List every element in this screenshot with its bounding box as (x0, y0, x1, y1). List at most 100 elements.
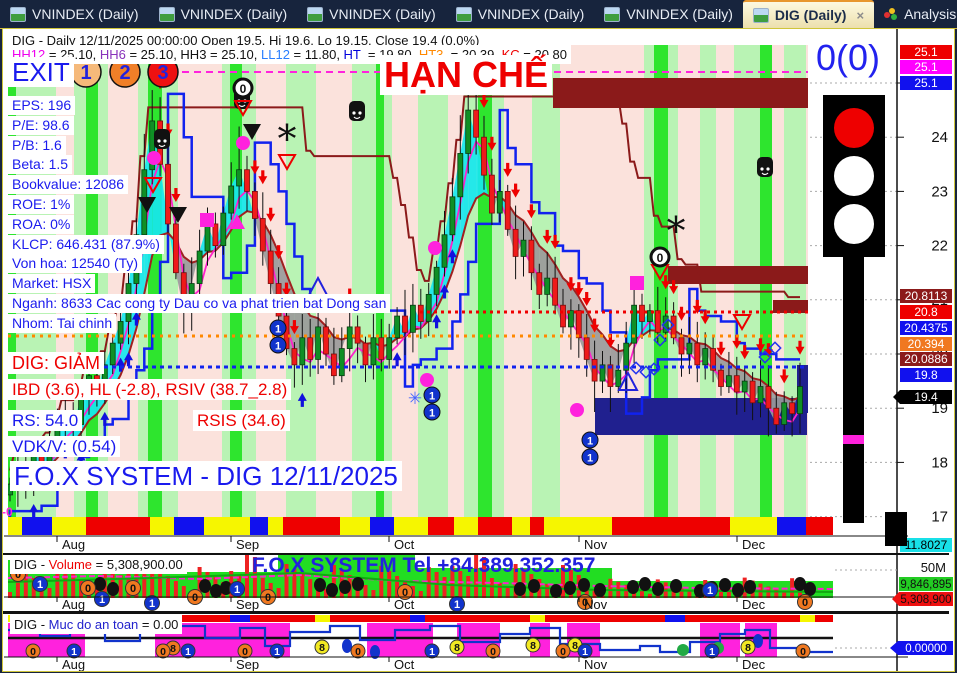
info-line: ROE: 1% (8, 195, 75, 214)
info-line: KLCP: 646.431 (87.9%) (8, 234, 164, 254)
marker-tri-up-magenta (229, 214, 245, 229)
marker-tri-down-black (169, 207, 187, 223)
svg-text:0: 0 (240, 82, 247, 96)
tab-vnindex-daily-[interactable]: VNINDEX (Daily) (446, 0, 595, 28)
price-badge: 11.8027 (900, 538, 952, 552)
marker-dot-magenta (236, 136, 250, 150)
price-badge: 25.1 (900, 60, 952, 74)
chart-tab-icon (455, 6, 472, 22)
tab-bar: VNINDEX (Daily) VNINDEX (Daily) VNINDEX (D… (0, 0, 957, 29)
svg-text:*: * (278, 117, 297, 161)
svg-text:Nov: Nov (584, 657, 608, 671)
marker-asterisk: * (278, 117, 297, 161)
marker-circled1: 1 (581, 448, 599, 466)
svg-text:3: 3 (157, 62, 168, 84)
chart-indicators-line: HH12 = 25.10, HH6 = 25.10, HH3 = 25.10, … (8, 45, 572, 64)
svg-text:8: 8 (454, 642, 460, 654)
price-badge: 19.8 (900, 368, 952, 382)
info-line: EPS: 196 (8, 96, 76, 115)
marker-bell (757, 157, 773, 177)
svg-text:9,846,895: 9,846,895 (900, 579, 951, 591)
tab-dig-daily-[interactable]: DIG (Daily) × (742, 0, 875, 28)
svg-text:1: 1 (429, 646, 435, 658)
tab-label: DIG (Daily) (774, 7, 847, 23)
svg-text:8: 8 (170, 643, 176, 655)
info-line: ROA: 0% (8, 214, 75, 234)
text-token: = 0.00 (138, 617, 179, 632)
svg-text:0: 0 (355, 646, 361, 658)
safety-axis: 0.00000 (835, 612, 953, 671)
marker-diamond (758, 350, 772, 364)
svg-text:19: 19 (931, 400, 948, 417)
volume-axis: 50M 9,846,895 5,308,900 (835, 553, 953, 612)
svg-text:19.4: 19.4 (914, 390, 938, 404)
zones (553, 78, 808, 435)
price-badge: 20.0886 (900, 352, 952, 366)
system-phone: F.O.X SYSTEM Tel +84.389.352.357 (252, 554, 596, 577)
info-line: Beta: 1.5 (8, 155, 73, 175)
svg-text:0: 0 (160, 646, 166, 658)
marker-circled1: 1 (269, 336, 287, 354)
svg-text:1: 1 (99, 594, 105, 606)
tab-vnindex-daily-[interactable]: VNINDEX (Daily) (149, 0, 298, 28)
marker-diamond (661, 318, 675, 332)
svg-text:Dec: Dec (742, 597, 766, 612)
vdk-label: VDK/V: (0.54) (8, 436, 121, 457)
text-token: LL12 (261, 47, 290, 62)
text-token: = 11.80, (289, 47, 344, 62)
svg-text:0: 0 (402, 587, 408, 599)
exit-label: EXIT (8, 57, 74, 87)
marker-diamond (629, 361, 643, 375)
chart-tab-icon (158, 6, 175, 22)
svg-text:20.8113: 20.8113 (905, 289, 948, 303)
date-axis: Aug Sep Oct Nov Dec (4, 535, 908, 552)
text-token: DIG - (14, 617, 49, 632)
svg-text:1: 1 (149, 598, 155, 610)
tab-label: VNINDEX (Daily) (477, 6, 585, 22)
svg-text:1: 1 (37, 579, 43, 591)
svg-text:Dec: Dec (742, 537, 766, 552)
svg-text:5,308,900: 5,308,900 (900, 594, 951, 606)
svg-text:0: 0 (30, 646, 36, 658)
pane-separator[interactable] (3, 553, 949, 555)
chart-tab-icon (752, 7, 769, 23)
svg-text:*: * (667, 209, 686, 253)
marker-tri-down-black (138, 197, 156, 213)
marker-bell (349, 101, 365, 121)
svg-text:20.4375: 20.4375 (904, 321, 948, 335)
svg-text:20.0886: 20.0886 (904, 352, 948, 366)
tab-vnindex-daily-[interactable]: VNINDEX (Daily) (594, 0, 743, 28)
tab-vnindex-daily-[interactable]: VNINDEX (Daily) (297, 0, 446, 28)
resistance-line (9, 95, 800, 471)
svg-text:Nov: Nov (584, 597, 608, 612)
svg-text:25.1: 25.1 (914, 45, 938, 59)
rs-label: RS: 54.0 (8, 410, 83, 431)
svg-text:20.8: 20.8 (914, 305, 938, 319)
pane-separator[interactable] (3, 611, 949, 613)
svg-text:0: 0 (15, 569, 21, 581)
tab-vnindex-daily-[interactable]: VNINDEX (Daily) (0, 0, 149, 28)
marker-diamond (647, 362, 661, 376)
marker-tri-open-red (233, 100, 253, 118)
price-axis: 25242322212019181725.125.125.120.811320.… (893, 29, 952, 553)
svg-text:0: 0 (130, 583, 136, 595)
svg-text:Aug: Aug (62, 597, 85, 612)
svg-text:1: 1 (709, 646, 715, 658)
analysis-tab-icon (884, 7, 898, 21)
info-line: Nganh: 8633 Cac cong ty Dau co va phat t… (8, 294, 391, 313)
marker-circled1: 1 (423, 386, 441, 404)
svg-text:1: 1 (582, 646, 588, 658)
marker-tri-open-red (732, 314, 752, 332)
price-badge: 20.8 (900, 305, 952, 319)
marker-circled1: 1 (269, 319, 287, 337)
marker-diamond (768, 341, 782, 355)
tab-close-icon[interactable]: × (856, 7, 865, 23)
marker-diamond (653, 333, 667, 347)
svg-text:Aug: Aug (62, 657, 85, 671)
price-badge: 19.4 (893, 390, 952, 404)
info-line: Nhom: Tai chinh (8, 313, 117, 333)
tab-label: VNINDEX (Daily) (180, 6, 288, 22)
svg-text:1: 1 (71, 646, 77, 658)
